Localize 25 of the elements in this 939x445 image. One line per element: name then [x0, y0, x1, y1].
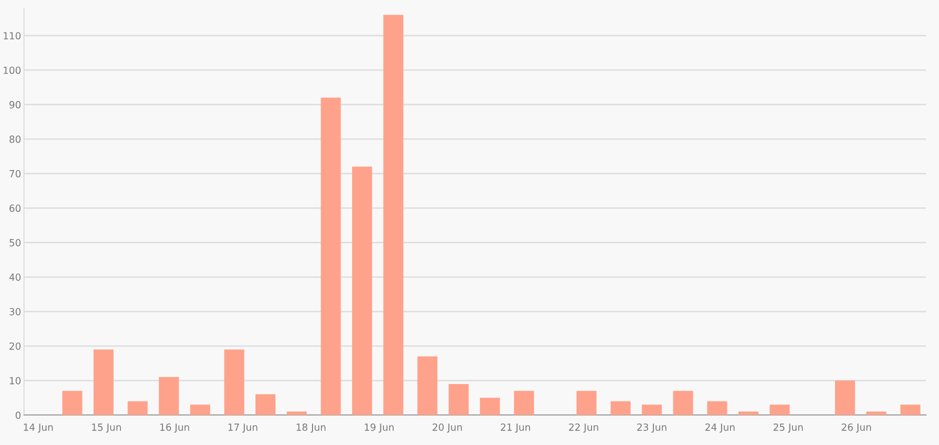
y-tick-label: 50 [10, 239, 21, 246]
y-tick-label: 60 [10, 204, 21, 212]
y-tick-label: 40 [9, 274, 21, 281]
y-tick-label: 20 [10, 342, 21, 350]
x-tick-label: 25 Jun [774, 424, 803, 433]
x-tick-label: 21 Jun [500, 424, 530, 433]
x-tick-label: 16 Jun [160, 424, 190, 433]
y-tick-label: 100 [4, 66, 21, 74]
x-tick-label: 14 Jun [24, 424, 53, 433]
y-tick-label: 80 [10, 136, 21, 143]
y-tick-label: 0 [16, 411, 21, 419]
y-tick-label: 70 [10, 170, 21, 178]
x-tick-label: 26 Jun [842, 424, 871, 433]
x-tick-label: 23 Jun [637, 424, 666, 433]
y-tick-label: 30 [10, 308, 21, 316]
y-tick-label: 10 [10, 376, 21, 384]
x-tick-label: 22 Jun [569, 424, 598, 433]
x-tick-label: 17 Jun [228, 424, 258, 433]
x-tick-label: 18 Jun [296, 424, 326, 433]
x-tick-label: 15 Jun [92, 424, 121, 433]
y-tick-label: 110 [4, 32, 21, 40]
y-tick-label: 90 [9, 101, 21, 108]
x-tick-label: 20 Jun [432, 424, 462, 433]
x-tick-label: 24 Jun [705, 424, 735, 433]
x-tick-label: 19 Jun [364, 424, 394, 433]
